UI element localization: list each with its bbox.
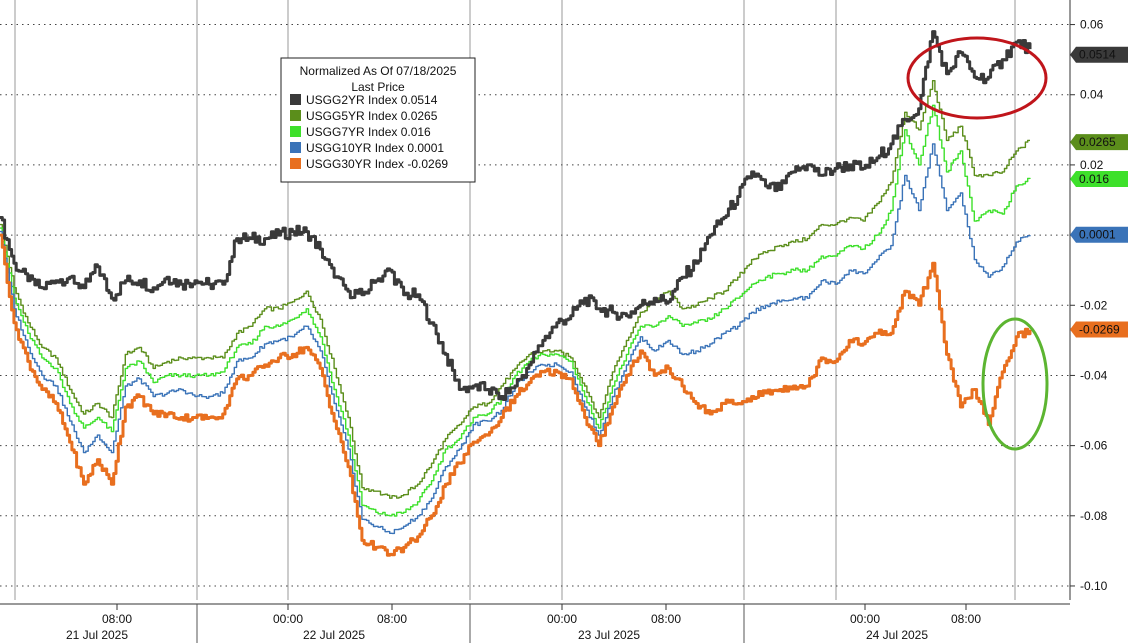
legend-swatch	[290, 158, 301, 169]
legend-items: USGG2YR Index 0.0514 USGG5YR Index 0.0265…	[290, 93, 448, 171]
annotation-ellipse-green	[981, 317, 1049, 451]
y-tick-label: -0.02	[1080, 298, 1108, 312]
legend-entry: USGG2YR Index 0.0514	[306, 93, 438, 107]
legend-entry: USGG7YR Index 0.016	[306, 125, 431, 139]
x-tick-label: 00:00	[850, 612, 880, 626]
y-tick-label: -0.08	[1080, 509, 1108, 523]
legend-swatch	[290, 142, 301, 153]
horizontal-gridlines	[0, 24, 1070, 587]
last-value-tags: 0.0514 0.0265 0.016 0.0001 -0.0269	[1070, 46, 1128, 338]
y-tick-label: -0.06	[1080, 439, 1108, 453]
last-value-tag	[1070, 226, 1128, 243]
legend-entry: USGG5YR Index 0.0265	[306, 109, 438, 123]
legend-box	[280, 57, 476, 183]
legend-swatch	[290, 110, 301, 121]
last-value-label: 0.0265	[1079, 135, 1116, 149]
x-date-label: 22 Jul 2025	[303, 628, 365, 642]
legend-title: Normalized As Of 07/18/2025	[300, 64, 457, 78]
y-tick-label: 0.04	[1080, 88, 1104, 102]
x-tick-label: 08:00	[651, 612, 681, 626]
annotation-ellipse-red	[906, 36, 1048, 120]
legend-swatch	[290, 94, 301, 105]
series-line-usgg7yr-index	[0, 104, 1031, 517]
y-tick-label: 0.02	[1080, 158, 1104, 172]
y-tick-label: -0.04	[1080, 368, 1108, 382]
x-date-label: 21 Jul 2025	[66, 628, 128, 642]
last-value-label: 0.0001	[1079, 228, 1116, 242]
last-value-tag	[1070, 321, 1128, 338]
last-value-tag	[1070, 134, 1128, 151]
legend: Normalized As Of 07/18/2025 Last Price U…	[280, 57, 476, 183]
legend-subtitle: Last Price	[351, 80, 405, 94]
series-line-usgg30yr-index	[0, 233, 1032, 557]
x-date-label: 23 Jul 2025	[578, 628, 640, 642]
legend-entry: USGG30YR Index -0.0269	[306, 157, 448, 171]
x-tick-label: 08:00	[102, 612, 132, 626]
last-value-label: -0.0269	[1079, 322, 1120, 336]
y-axis: 0.060.040.020-0.02-0.04-0.06-0.08-0.10	[1070, 18, 1108, 593]
series-line-usgg2yr-index	[0, 30, 1032, 401]
x-axis: 08:00 00:00 08:00 00:00 08:00 00:00 08:00 21 Ju…	[0, 603, 1070, 643]
x-date-label: 24 Jul 2025	[866, 628, 928, 642]
annotations	[906, 36, 1049, 451]
series-line-usgg5yr-index	[0, 80, 1030, 499]
last-value-tag	[1070, 170, 1128, 187]
series-line-usgg10yr-index	[0, 143, 1031, 535]
vertical-gridlines	[14, 0, 1016, 600]
last-value-label: 0.016	[1079, 172, 1109, 186]
x-tick-label: 00:00	[273, 612, 303, 626]
y-tick-label: 0.06	[1080, 18, 1104, 32]
y-tick-label: -0.10	[1080, 579, 1108, 593]
legend-entry: USGG10YR Index 0.0001	[306, 141, 444, 155]
x-tick-label: 00:00	[547, 612, 577, 626]
legend-swatch	[290, 126, 301, 137]
last-value-label: 0.0514	[1079, 48, 1116, 62]
series-lines	[0, 30, 1032, 557]
x-tick-label: 08:00	[951, 612, 981, 626]
x-tick-label: 08:00	[377, 612, 407, 626]
last-value-tag	[1070, 46, 1128, 63]
